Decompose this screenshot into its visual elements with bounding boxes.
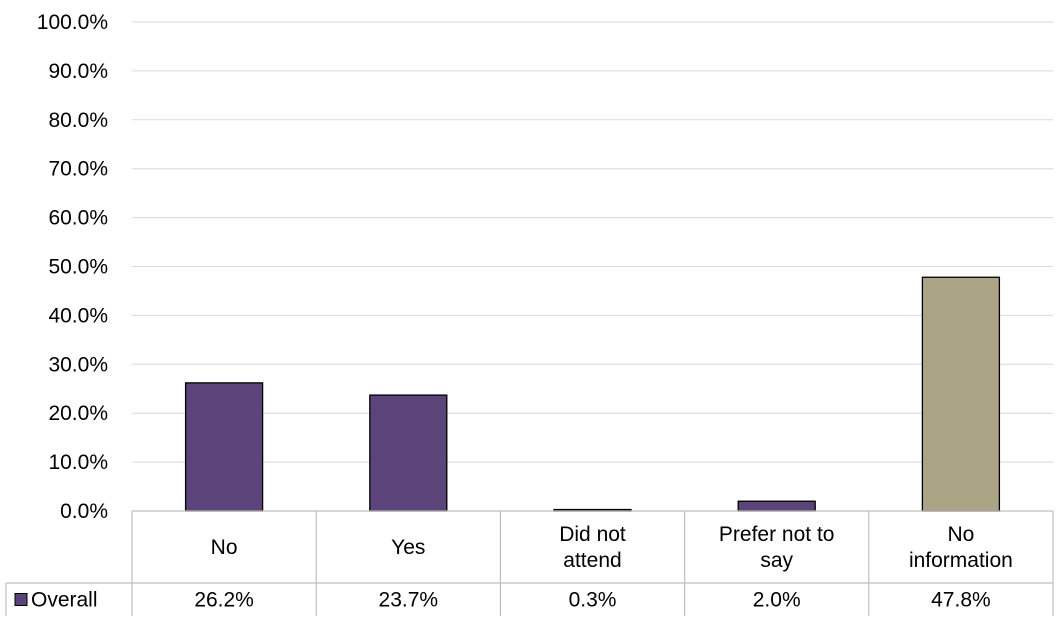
category-label: Yes <box>391 536 425 559</box>
legend-swatch <box>14 593 28 606</box>
bar <box>184 382 264 512</box>
y-tick-label: 20.0% <box>48 402 108 425</box>
gridlines <box>132 21 1053 463</box>
data-table-value: 23.7% <box>379 589 439 612</box>
y-tick-label: 30.0% <box>48 353 108 376</box>
y-tick-label: 40.0% <box>48 304 108 327</box>
bar <box>369 394 448 512</box>
bar <box>737 500 816 512</box>
bars <box>184 276 1001 512</box>
category-label: No information <box>909 523 1013 572</box>
bar <box>921 276 1001 512</box>
y-tick-label: 100.0% <box>37 11 108 34</box>
data-table-value: 0.3% <box>569 589 617 612</box>
data-table: No Yes Did not attend Prefer not to say No info… <box>5 510 1054 616</box>
category-label: No <box>211 536 238 559</box>
y-tick-label: 60.0% <box>48 207 108 230</box>
category-label: Prefer not to say <box>719 523 835 572</box>
data-table-value: 26.2% <box>194 589 254 612</box>
y-tick-label: 50.0% <box>48 256 108 279</box>
legend-series-name: Overall <box>31 589 98 612</box>
y-tick-label: 0.0% <box>60 500 108 523</box>
y-axis-tick-labels: 0.0% 10.0% 20.0% 30.0% 40.0% 50.0% 60.0% 70.0% 8… <box>37 11 108 523</box>
category-label: Did not attend <box>559 523 626 572</box>
y-tick-label: 70.0% <box>48 158 108 181</box>
y-tick-label: 80.0% <box>48 109 108 132</box>
y-tick-label: 90.0% <box>48 60 108 83</box>
data-table-value: 47.8% <box>931 589 991 612</box>
y-tick-label: 10.0% <box>48 451 108 474</box>
data-table-value: 2.0% <box>753 589 801 612</box>
